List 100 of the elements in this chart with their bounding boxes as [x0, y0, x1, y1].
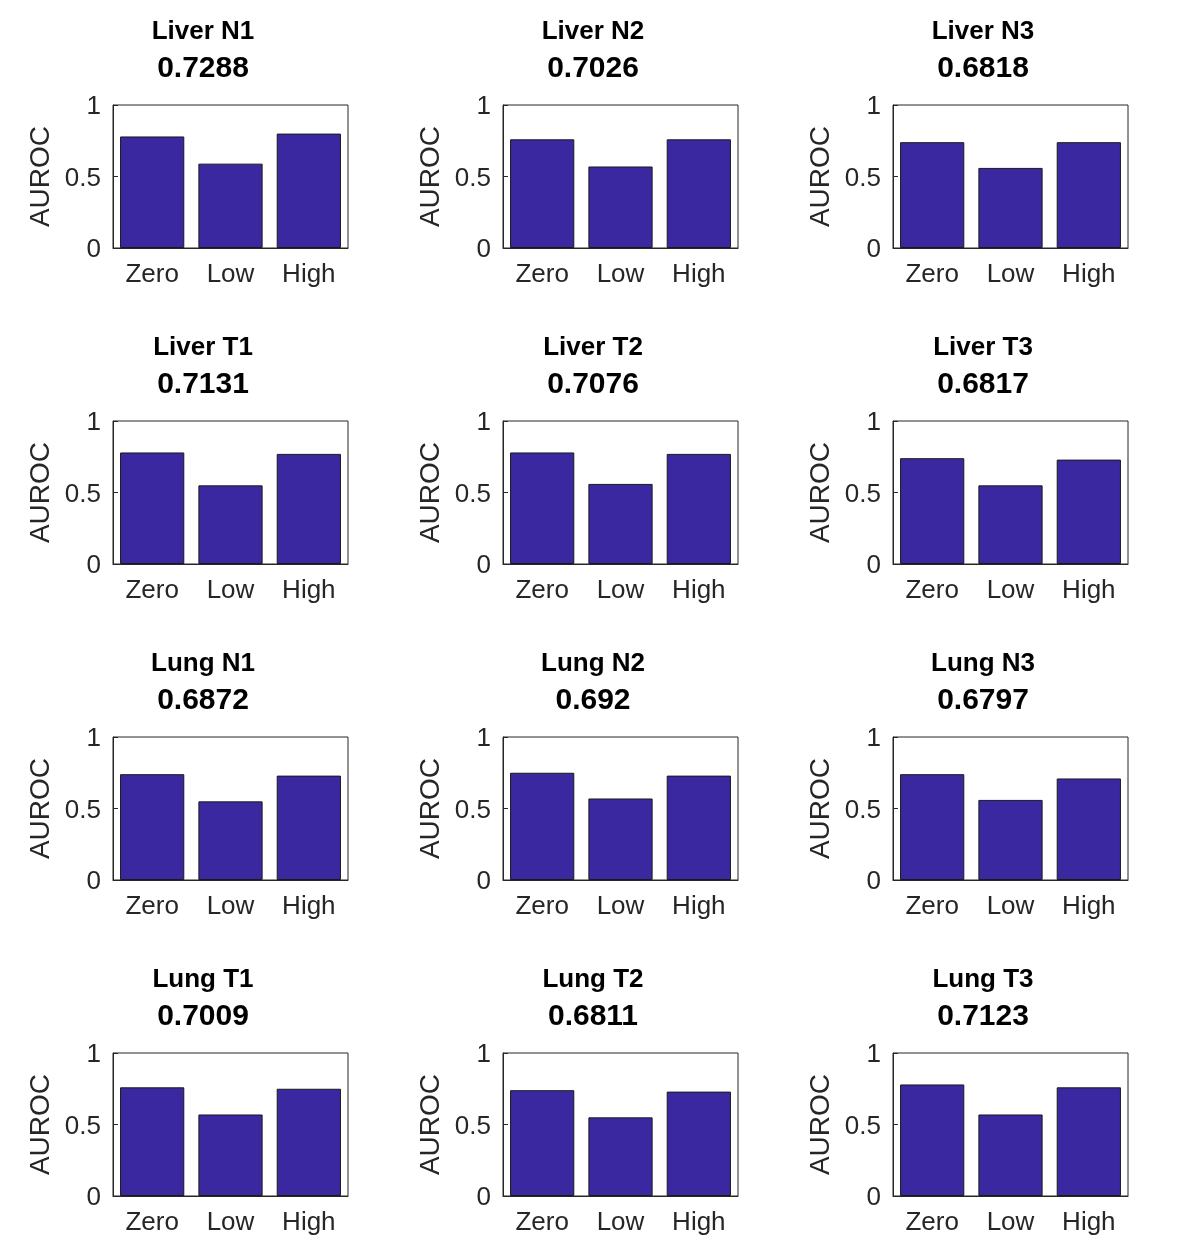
x-tick-label: High: [672, 890, 726, 920]
y-tick-label: 0.5: [64, 793, 101, 824]
chart-title: Lung N1: [151, 647, 255, 677]
chart-subtitle: 0.692: [555, 681, 631, 715]
y-tick-label: 1: [866, 722, 881, 752]
x-tick-label: Low: [986, 574, 1035, 604]
y-tick-label: 0: [866, 865, 881, 895]
y-axis-title: AUROC: [24, 125, 56, 228]
x-tick-label: Low: [596, 890, 645, 920]
y-tick-label: 1: [866, 406, 881, 436]
y-tick-label: 0: [86, 1181, 101, 1211]
y-tick-label: 1: [476, 90, 491, 120]
y-tick-label: 0.5: [844, 1109, 881, 1140]
chart-subtitle: 0.7123: [937, 997, 1029, 1031]
y-tick-label: 0: [476, 865, 491, 895]
chart-subtitle: 0.7131: [157, 365, 249, 399]
x-tick-label: Low: [206, 574, 255, 604]
x-tick-label: Zero: [905, 574, 959, 604]
y-tick-label: 0.5: [844, 161, 881, 192]
y-axis-title: AUROC: [414, 1073, 446, 1176]
y-axis-title: AUROC: [24, 1073, 56, 1176]
chart-title: Lung T1: [152, 963, 254, 993]
y-axis-title: AUROC: [414, 441, 446, 544]
x-tick-label: High: [282, 1206, 336, 1236]
x-tick-label: Low: [596, 574, 645, 604]
chart-title: Liver T2: [543, 331, 643, 361]
y-tick-label: 0.5: [64, 477, 101, 508]
y-tick-label: 0: [86, 865, 101, 895]
x-tick-label: High: [1062, 574, 1116, 604]
chart-subtitle: 0.6797: [937, 681, 1029, 715]
y-tick-label: 1: [866, 1038, 881, 1068]
x-tick-label: High: [1062, 890, 1116, 920]
x-tick-label: Zero: [515, 890, 569, 920]
y-tick-label: 0.5: [454, 1109, 491, 1140]
chart-title: Lung T3: [932, 963, 1034, 993]
x-tick-label: Zero: [125, 890, 179, 920]
chart-title: Liver N2: [541, 15, 645, 45]
x-tick-label: Low: [986, 890, 1035, 920]
chart-title: Lung N3: [931, 647, 1035, 677]
y-axis-title: AUROC: [804, 441, 836, 544]
y-tick-label: 0.5: [844, 793, 881, 824]
x-tick-label: High: [1062, 1206, 1116, 1236]
y-tick-label: 0: [476, 549, 491, 579]
y-axis-title: AUROC: [804, 125, 836, 228]
chart-subtitle: 0.7288: [157, 49, 249, 83]
x-tick-label: Zero: [905, 890, 959, 920]
y-tick-label: 0: [86, 233, 101, 263]
y-tick-label: 0.5: [454, 161, 491, 192]
chart-title: Lung T2: [542, 963, 644, 993]
y-tick-label: 1: [476, 722, 491, 752]
chart-title: Liver T3: [933, 331, 1033, 361]
x-tick-label: Low: [596, 258, 645, 288]
x-tick-label: Zero: [515, 258, 569, 288]
chart-subtitle: 0.6811: [547, 997, 639, 1031]
y-axis-title: AUROC: [414, 757, 446, 860]
x-tick-label: Low: [206, 890, 255, 920]
y-axis-title: AUROC: [804, 1073, 836, 1176]
chart-subtitle: 0.6818: [937, 49, 1029, 83]
x-tick-label: High: [672, 574, 726, 604]
x-tick-label: High: [672, 1206, 726, 1236]
x-tick-label: High: [672, 258, 726, 288]
y-tick-label: 1: [86, 722, 101, 752]
x-tick-label: Low: [206, 258, 255, 288]
chart-subtitle: 0.6872: [157, 681, 249, 715]
x-tick-label: Low: [986, 1206, 1035, 1236]
x-tick-label: High: [282, 258, 336, 288]
y-tick-label: 0: [866, 233, 881, 263]
y-axis-title: AUROC: [24, 757, 56, 860]
y-tick-label: 1: [476, 406, 491, 436]
x-tick-label: High: [282, 890, 336, 920]
y-tick-label: 1: [866, 90, 881, 120]
chart-subtitle: 0.6817: [937, 365, 1029, 399]
y-tick-label: 0: [866, 549, 881, 579]
y-axis-title: AUROC: [804, 757, 836, 860]
x-tick-label: High: [282, 574, 336, 604]
y-axis-title: AUROC: [414, 125, 446, 228]
x-tick-label: Zero: [515, 1206, 569, 1236]
x-tick-label: Zero: [125, 258, 179, 288]
y-tick-label: 0.5: [454, 477, 491, 508]
y-tick-label: 1: [86, 90, 101, 120]
y-tick-label: 0.5: [64, 1109, 101, 1140]
y-tick-label: 1: [476, 1038, 491, 1068]
x-tick-label: Zero: [515, 574, 569, 604]
x-tick-label: Low: [986, 258, 1035, 288]
y-tick-label: 1: [86, 406, 101, 436]
chart-subtitle: 0.7026: [547, 49, 639, 83]
y-tick-label: 0: [866, 1181, 881, 1211]
y-tick-label: 0: [476, 1181, 491, 1211]
chart-title: Lung N2: [541, 647, 645, 677]
chart-title: Liver N3: [931, 15, 1035, 45]
y-tick-label: 0.5: [844, 477, 881, 508]
y-axis-title: AUROC: [24, 441, 56, 544]
chart-subtitle: 0.7076: [547, 365, 639, 399]
x-tick-label: Low: [206, 1206, 255, 1236]
y-tick-label: 0.5: [454, 793, 491, 824]
y-tick-label: 0: [476, 233, 491, 263]
x-tick-label: Zero: [905, 1206, 959, 1236]
x-tick-label: Zero: [125, 574, 179, 604]
x-tick-label: Zero: [125, 1206, 179, 1236]
y-tick-label: 0: [86, 549, 101, 579]
